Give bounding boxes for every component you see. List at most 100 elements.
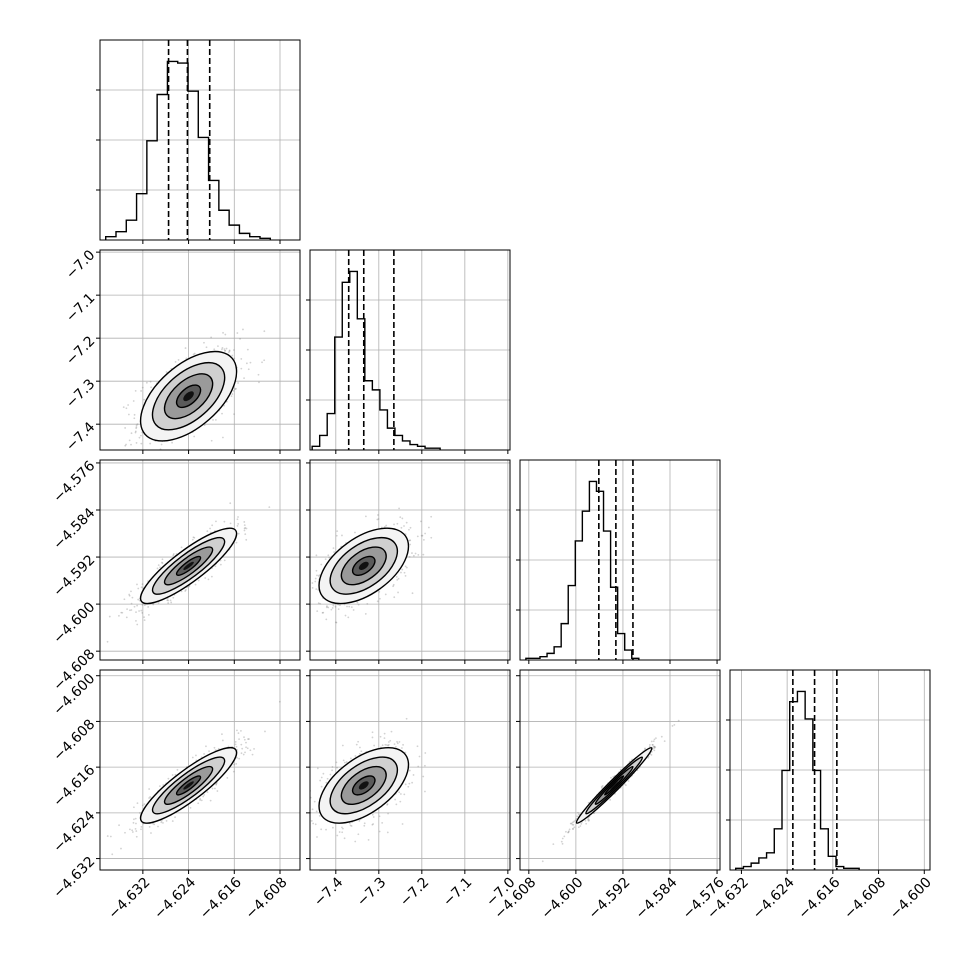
scatter-point bbox=[174, 816, 176, 819]
scatter-point bbox=[169, 599, 172, 602]
scatter-point bbox=[573, 820, 575, 823]
scatter-point bbox=[141, 603, 144, 606]
histogram-1 bbox=[311, 270, 441, 450]
scatter-point bbox=[350, 757, 352, 760]
scatter-point bbox=[398, 741, 401, 743]
scatter-point bbox=[301, 811, 303, 813]
scatter-point bbox=[124, 427, 127, 429]
contour-line bbox=[175, 775, 202, 796]
scatter-point bbox=[175, 478, 177, 480]
scatter-point bbox=[648, 743, 651, 746]
scatter-point bbox=[123, 598, 126, 601]
scatter-point bbox=[393, 743, 396, 746]
scatter-point bbox=[214, 565, 217, 568]
scatter-point bbox=[341, 534, 343, 537]
scatter-point bbox=[157, 602, 160, 604]
scatter-point bbox=[245, 362, 248, 365]
scatter-point bbox=[325, 781, 328, 784]
contour-line bbox=[175, 555, 202, 576]
scatter-point bbox=[313, 800, 316, 803]
scatter-point bbox=[165, 819, 168, 822]
hist-panel-0 bbox=[96, 39, 301, 244]
pair-panel-1-2 bbox=[306, 459, 511, 664]
scatter-point bbox=[417, 765, 420, 768]
scatter-point bbox=[314, 577, 317, 580]
contour-line bbox=[329, 536, 399, 595]
scatter-point bbox=[329, 773, 332, 776]
scatter-point bbox=[222, 331, 224, 334]
scatter-point bbox=[184, 590, 187, 592]
scatter-point bbox=[235, 745, 238, 748]
scatter-point bbox=[371, 731, 374, 734]
scatter-point bbox=[140, 390, 142, 392]
scatter-point bbox=[652, 740, 655, 743]
scatter-point bbox=[133, 605, 136, 608]
scatter-point bbox=[263, 359, 266, 362]
scatter-point bbox=[135, 426, 138, 429]
scatter-point bbox=[140, 825, 143, 828]
scatter-point bbox=[226, 777, 229, 779]
scatter-point bbox=[135, 830, 138, 832]
scatter-point bbox=[189, 806, 192, 809]
scatter-point bbox=[570, 822, 573, 825]
scatter-point bbox=[379, 597, 381, 600]
scatter-point bbox=[133, 818, 135, 821]
scatter-point bbox=[249, 361, 252, 364]
scatter-point bbox=[334, 621, 337, 624]
scatter-point bbox=[411, 552, 413, 554]
contour-line bbox=[139, 747, 238, 824]
scatter-point bbox=[138, 436, 141, 439]
scatter-point bbox=[660, 735, 663, 738]
scatter-point bbox=[227, 745, 230, 748]
scatter-point bbox=[354, 755, 357, 757]
y-tick-label: −4.584 bbox=[50, 505, 98, 553]
scatter-point bbox=[171, 774, 174, 776]
scatter-point bbox=[357, 740, 360, 743]
scatter-point bbox=[209, 799, 212, 802]
scatter-point bbox=[165, 371, 168, 373]
scatter-point bbox=[610, 776, 612, 779]
scatter-point bbox=[125, 443, 127, 446]
scatter-point bbox=[242, 328, 244, 331]
scatter-point bbox=[211, 524, 214, 527]
scatter-point bbox=[366, 603, 369, 605]
scatter-point bbox=[232, 390, 235, 392]
scatter-point bbox=[383, 737, 386, 740]
scatter-point bbox=[371, 823, 374, 826]
scatter-point bbox=[395, 575, 398, 578]
scatter-point bbox=[237, 732, 240, 735]
scatter-point bbox=[322, 772, 325, 775]
scatter-point bbox=[336, 766, 338, 769]
scatter-point bbox=[240, 752, 243, 755]
scatter-point bbox=[130, 432, 133, 435]
scatter-point bbox=[601, 785, 604, 787]
pair-content bbox=[310, 460, 510, 660]
scatter-point bbox=[401, 823, 404, 825]
scatter-point bbox=[386, 803, 389, 806]
scatter-point bbox=[245, 538, 248, 541]
scatter-point bbox=[134, 817, 137, 820]
contour-line bbox=[139, 350, 238, 442]
scatter-point bbox=[150, 832, 152, 834]
scatter-point bbox=[140, 434, 142, 437]
scatter-point bbox=[330, 608, 333, 611]
scatter-point bbox=[587, 818, 589, 821]
scatter-point bbox=[320, 828, 323, 831]
contour-line bbox=[163, 765, 214, 805]
scatter-point bbox=[130, 602, 133, 605]
scatter-point bbox=[363, 822, 366, 825]
scatter-point bbox=[585, 822, 588, 825]
scatter-point bbox=[376, 518, 379, 521]
scatter-point bbox=[184, 347, 187, 349]
scatter-point bbox=[233, 349, 235, 351]
scatter-point bbox=[663, 740, 666, 743]
scatter-point bbox=[197, 579, 200, 582]
panel-frame bbox=[519, 669, 721, 871]
scatter-point bbox=[206, 530, 209, 533]
contour-line bbox=[340, 765, 387, 805]
scatter-point bbox=[241, 747, 244, 750]
contour-line bbox=[340, 546, 387, 586]
scatter-point bbox=[261, 361, 263, 364]
scatter-point bbox=[137, 587, 140, 590]
scatter-point bbox=[671, 725, 674, 727]
